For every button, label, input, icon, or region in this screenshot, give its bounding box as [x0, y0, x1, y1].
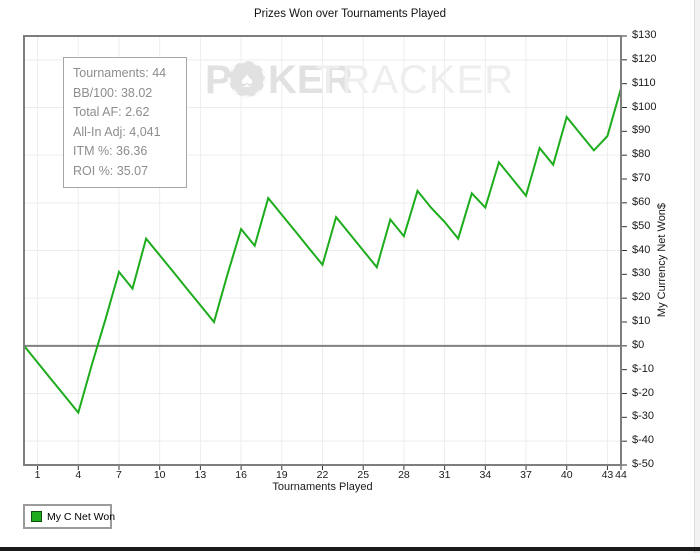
- stats-box: Tournaments: 44 BB/100: 38.02 Total AF: …: [63, 57, 187, 188]
- x-tick-label: 34: [479, 469, 492, 481]
- x-tick-label: 4: [75, 469, 82, 481]
- x-tick-label: 40: [560, 469, 573, 481]
- x-axis-title: Tournaments Played: [272, 481, 373, 493]
- y-tick-label: $70: [632, 172, 651, 184]
- y-tick-label: $40: [632, 243, 651, 256]
- stat-roi: ROI %: 35.07: [73, 163, 149, 178]
- y-tick-label: $-40: [632, 434, 655, 447]
- x-tick-label: 31: [438, 469, 451, 481]
- watermark-text-ker: KER: [268, 58, 353, 102]
- y-axis-title: My Currency Net Won$: [656, 202, 668, 318]
- legend-label: My C Net Won: [47, 510, 116, 523]
- x-tick-label: 43: [601, 469, 614, 481]
- y-tick-label: $10: [632, 315, 651, 327]
- window-bottom-bar: [0, 547, 700, 551]
- watermark-text-p: P: [205, 58, 232, 102]
- x-tick-label: 1: [34, 469, 41, 481]
- legend-box[interactable]: My C Net Won: [23, 504, 116, 529]
- y-tick-label: $0: [632, 338, 645, 351]
- y-tick-label: $-30: [632, 410, 655, 423]
- x-tick-label: 16: [235, 469, 247, 481]
- y-tick-label: $100: [632, 100, 657, 113]
- x-tick-label: 25: [357, 469, 370, 481]
- net-won-series-line: [23, 88, 622, 415]
- chart-title: Prizes Won over Tournaments Played: [254, 8, 446, 20]
- y-tick-label: $-10: [632, 362, 655, 375]
- x-tick-label: 10: [153, 469, 166, 481]
- y-tick-label: $120: [632, 52, 657, 65]
- y-tick-label: $50: [632, 219, 651, 232]
- legend-swatch-icon: [31, 511, 42, 522]
- stat-tournaments: Tournaments: 44: [73, 66, 167, 80]
- y-tick-label: $30: [632, 267, 651, 280]
- stat-total-af: Total AF: 2.62: [73, 105, 150, 119]
- window-right-edge: [694, 0, 700, 553]
- x-tick-label: 44: [615, 469, 627, 481]
- poker-chip-icon: [227, 59, 267, 99]
- stat-allin-adj: All-In Adj: 4,041: [73, 124, 161, 139]
- x-tick-label: 28: [398, 469, 410, 481]
- y-tick-label: $90: [632, 124, 651, 137]
- y-tick-label: $110: [632, 76, 656, 89]
- y-tick-label: $80: [632, 148, 651, 161]
- y-tick-label: $60: [632, 195, 651, 208]
- x-tick-label: 19: [275, 469, 288, 481]
- x-tick-label: 37: [520, 469, 532, 481]
- y-tick-label: $130: [632, 29, 657, 41]
- x-tick-label: 13: [194, 469, 207, 481]
- watermark-chip-spade-icon: ♠: [241, 67, 253, 92]
- plot-border: [23, 35, 622, 466]
- stat-bb100: BB/100: 38.02: [73, 85, 153, 100]
- stat-itm: ITM %: 36.36: [73, 144, 148, 158]
- y-tick-label: $-50: [632, 458, 655, 470]
- y-tick-label: $-20: [632, 386, 655, 399]
- watermark-text-tracker: TRACKER: [316, 58, 514, 102]
- x-tick-label: 22: [316, 469, 329, 481]
- y-tick-label: $20: [632, 291, 651, 304]
- x-tick-label: 7: [116, 469, 122, 481]
